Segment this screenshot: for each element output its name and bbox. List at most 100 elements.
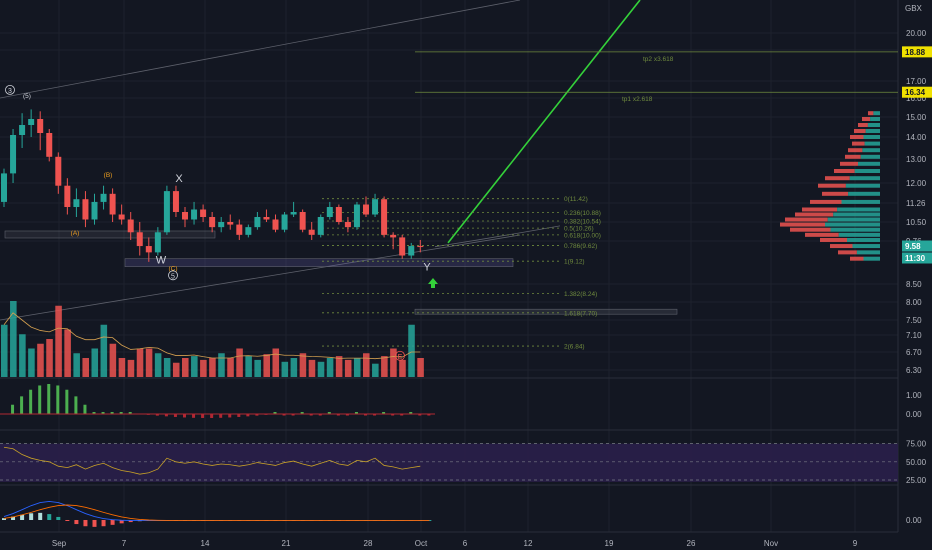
profile-bar-down	[868, 111, 874, 116]
volume-bar	[55, 305, 62, 377]
volume-bar	[299, 353, 307, 377]
volume-bar	[353, 358, 361, 377]
candle-body	[172, 191, 179, 212]
profile-bar-up	[848, 191, 880, 196]
price-badge	[902, 46, 932, 58]
rsi-band	[0, 443, 898, 482]
time-tick-label: 9	[853, 539, 858, 548]
candle-body	[200, 209, 207, 217]
candle-body	[73, 199, 80, 207]
wave-label: (B)	[104, 172, 113, 179]
overlays: tp2 x3.618 tp1 x2.618	[0, 0, 898, 321]
volume-bar	[182, 358, 189, 377]
price-badge-label: 9.58	[905, 242, 921, 251]
volume-bar	[100, 324, 108, 377]
volume-bar	[118, 358, 126, 377]
profile-bar-up	[847, 237, 880, 242]
profile-bar-down	[805, 232, 839, 237]
osc-hist-bar	[74, 396, 78, 414]
profile-bar-down	[858, 123, 868, 127]
volume-bar	[145, 348, 153, 377]
volume-bar	[37, 343, 44, 377]
macd-hist-bar	[128, 520, 133, 523]
profile-bar-up	[837, 207, 880, 212]
wave-label: (C)	[168, 266, 177, 273]
candle-body	[299, 212, 306, 230]
time-tick-label: 7	[122, 539, 127, 548]
price-tick-label: 7.10	[906, 331, 922, 340]
volume-bar	[363, 353, 370, 377]
osc-hist-bar	[418, 414, 422, 416]
fib-level-label: 0.236(10.88)	[564, 210, 601, 217]
osc-hist-bar	[192, 414, 196, 418]
candle-body	[218, 222, 225, 228]
osc-hist-bar	[47, 384, 51, 414]
trendline-upper	[0, 0, 521, 99]
profile-bar-down	[830, 244, 853, 249]
candle-body	[245, 227, 252, 235]
candle-body	[227, 222, 234, 225]
profile-bar-down	[848, 148, 863, 153]
profile-bar-down	[850, 135, 864, 139]
price-tick-label: 16.00	[906, 94, 927, 103]
price-tick-label: 8.00	[906, 298, 922, 307]
volume-bar	[390, 348, 397, 377]
osc-hist-bar	[56, 385, 60, 414]
osc-hist-bar	[409, 412, 413, 414]
time-tick-label: 6	[463, 539, 468, 548]
price-tick-label: 11.26	[906, 199, 926, 208]
candle-body	[390, 234, 397, 238]
macd-tick-label: 0.00	[906, 516, 922, 525]
profile-bar-up	[865, 129, 880, 133]
wave-label: 5	[171, 273, 175, 280]
profile-bar-down	[780, 222, 825, 227]
osc-hist-bar	[219, 414, 223, 418]
rsi-line	[3, 446, 421, 475]
macd-hist-bar	[92, 520, 97, 527]
osc-hist-bar	[183, 414, 186, 418]
volume-bar	[109, 343, 117, 377]
profile-bar-up	[856, 250, 880, 255]
time-tick-label: 21	[282, 539, 291, 548]
time-tick-label: 14	[201, 539, 210, 548]
volume-bar	[64, 329, 71, 377]
candle-body	[399, 237, 406, 256]
volume-bar	[136, 348, 144, 377]
profile-bar-down	[840, 161, 858, 166]
volume-bar	[335, 356, 343, 377]
candle-body	[55, 156, 62, 186]
time-tick-label: 28	[364, 539, 373, 548]
osc-hist-bar	[273, 412, 277, 414]
osc-tick-label: 1.00	[906, 391, 922, 400]
candle-body	[290, 212, 297, 215]
volume-bar	[372, 363, 379, 377]
osc-hist-bar	[391, 414, 395, 416]
indicator-panes	[0, 384, 435, 527]
osc-hist-bar	[327, 412, 331, 414]
osc-hist-bar	[400, 414, 404, 416]
volume-profile	[780, 111, 880, 261]
candle-body	[100, 193, 107, 202]
fib-level-label: 0.786(9.62)	[564, 243, 597, 250]
candle-body	[28, 119, 35, 125]
candle-body	[254, 217, 261, 228]
profile-bar-down	[785, 217, 828, 222]
candle-body	[308, 229, 315, 235]
target-zone	[414, 308, 678, 315]
projection-line	[447, 0, 641, 244]
macd-hist-bar	[47, 514, 52, 520]
volume-bar	[344, 359, 352, 377]
osc-hist-bar	[11, 404, 15, 414]
osc-hist-bar	[29, 389, 33, 414]
volume-bar	[73, 353, 80, 377]
candle-body	[263, 217, 270, 220]
macd-hist-bar	[65, 520, 70, 521]
candle-body	[37, 119, 44, 133]
profile-bar-down	[802, 207, 838, 212]
profile-bar-down	[834, 169, 855, 173]
price-tick-label: 10.50	[906, 218, 927, 227]
osc-hist-bar	[110, 412, 114, 414]
volume-bar	[272, 348, 280, 377]
volume-bar	[46, 339, 53, 377]
